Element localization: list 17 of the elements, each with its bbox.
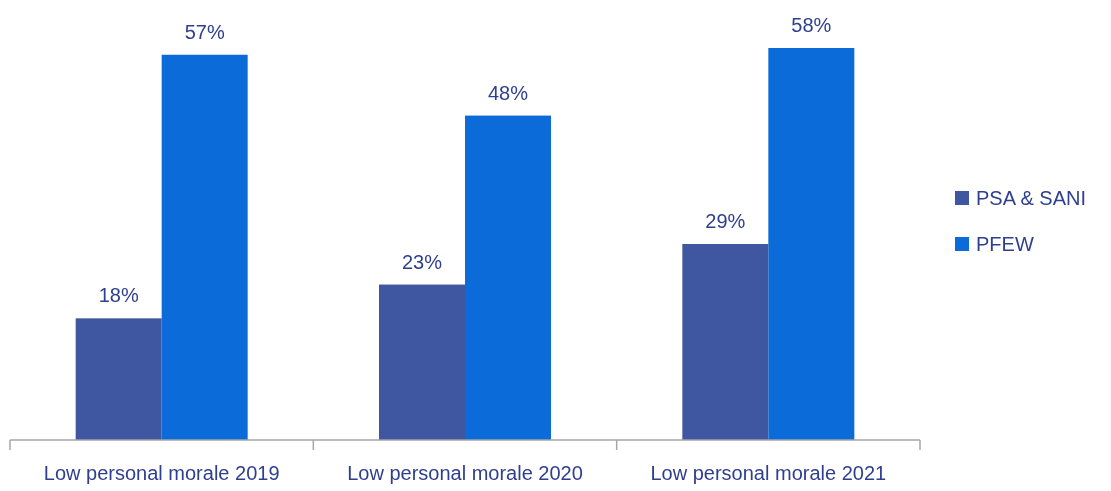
x-tick-label: Low personal morale 2019: [43, 462, 280, 484]
data-label: 57%: [184, 20, 225, 43]
legend-label: PFEW: [976, 233, 1034, 255]
x-tick-label: Low personal morale 2021: [650, 462, 887, 484]
bar: [768, 48, 855, 440]
bar: [75, 318, 162, 440]
data-label: 18%: [98, 284, 139, 307]
x-tick-label: Low personal morale 2020: [347, 462, 583, 484]
data-label: 58%: [791, 14, 832, 36]
bar: [379, 284, 465, 440]
bar: [161, 54, 248, 440]
data-label: 29%: [705, 210, 746, 232]
data-label: 48%: [487, 81, 529, 104]
legend-label: PSA & SANI: [976, 187, 1087, 209]
data-label: 23%: [401, 250, 443, 273]
bar: [465, 115, 551, 440]
bar: [682, 244, 769, 440]
